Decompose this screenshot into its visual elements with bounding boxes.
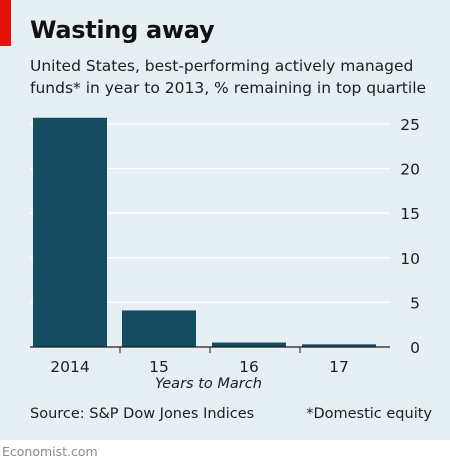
y-tick-label: 0 xyxy=(410,339,420,357)
chart-subtitle: United States, best-performing actively … xyxy=(30,55,445,99)
red-accent-tag xyxy=(0,0,11,46)
bar-2014 xyxy=(33,117,107,347)
brand-logo-text: Economist.com xyxy=(2,444,98,459)
y-tick-label: 20 xyxy=(400,161,420,179)
y-tick-label: 25 xyxy=(400,116,420,134)
bar-17 xyxy=(302,344,376,347)
x-tick-label: 15 xyxy=(149,358,169,376)
y-tick-label: 5 xyxy=(410,294,420,312)
x-axis-title: Years to March xyxy=(155,376,262,392)
x-tick-labels: 2014 15 16 17 xyxy=(50,358,349,376)
x-tick-label: 16 xyxy=(239,358,259,376)
chart-title: Wasting away xyxy=(30,16,215,44)
y-tick-label: 10 xyxy=(400,250,420,268)
y-tick-label: 15 xyxy=(400,205,420,223)
y-tick-labels: 0 5 10 15 20 25 xyxy=(400,116,420,357)
source-note: Source: S&P Dow Jones Indices xyxy=(30,406,255,422)
x-tick-label: 17 xyxy=(329,358,349,376)
bar-16 xyxy=(212,342,286,347)
subtitle-line-1: United States, best-performing actively … xyxy=(30,57,414,75)
bars xyxy=(33,117,376,347)
subtitle-line-2: funds* in year to 2013, % remaining in t… xyxy=(30,79,427,97)
footer-band: Economist.com xyxy=(0,440,450,462)
x-tick-marks xyxy=(119,347,301,353)
bar-15 xyxy=(122,310,196,347)
footnote: *Domestic equity xyxy=(306,406,432,422)
x-tick-label: 2014 xyxy=(50,358,89,376)
